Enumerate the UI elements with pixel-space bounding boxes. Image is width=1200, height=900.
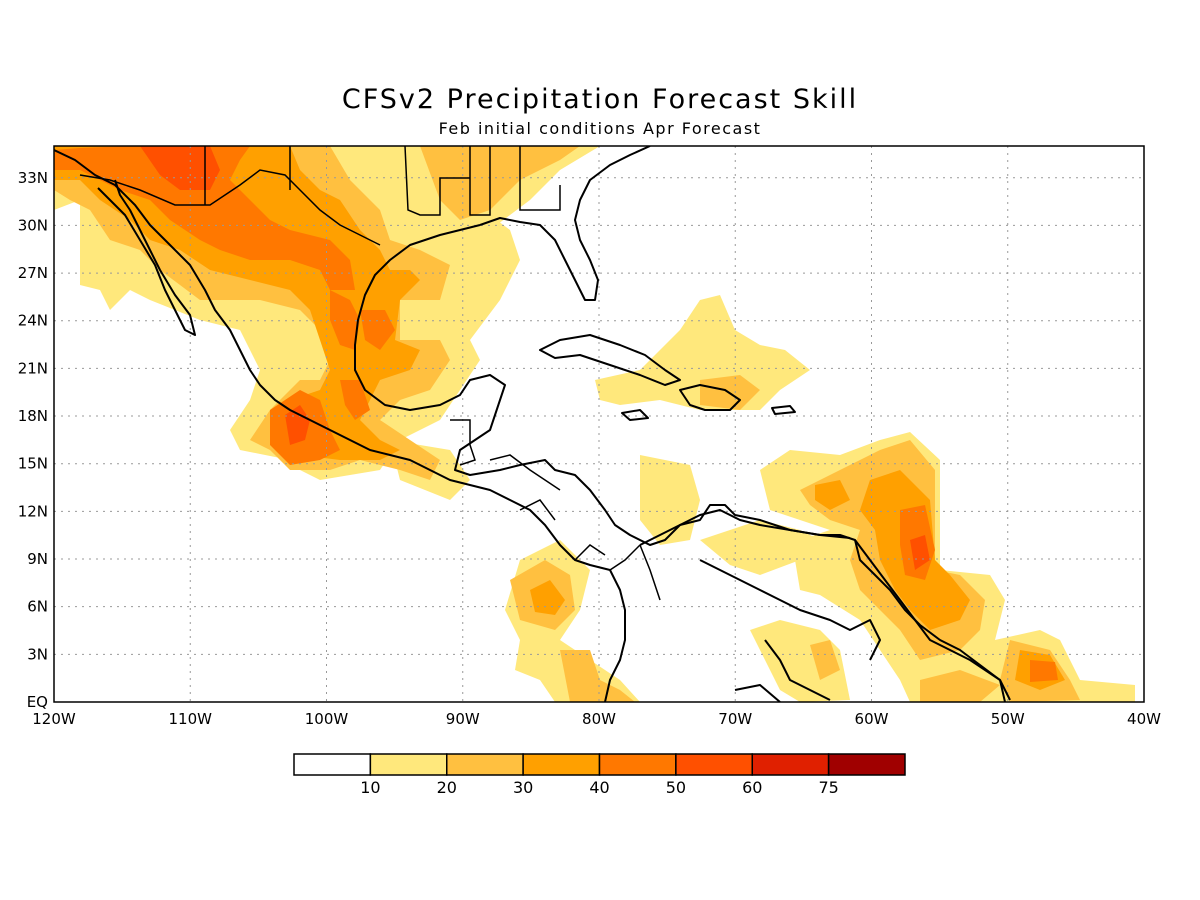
latitude-label: 12N — [18, 502, 48, 520]
latitude-label: 9N — [27, 550, 48, 568]
latitude-label: 33N — [18, 169, 48, 187]
legend-swatch — [675, 753, 753, 776]
legend-label: 40 — [589, 778, 609, 797]
latitude-label: 30N — [18, 216, 48, 234]
longitude-label: 90W — [446, 710, 480, 728]
political-borders — [79, 146, 661, 601]
latitude-label: EQ — [27, 693, 48, 711]
legend-label: 75 — [818, 778, 838, 797]
legend-swatch — [369, 753, 448, 776]
latitude-label: 6N — [27, 598, 48, 616]
latitude-label: 27N — [18, 264, 48, 282]
longitude-label: 120W — [32, 710, 76, 728]
longitude-label: 40W — [1127, 710, 1161, 728]
latitude-label: 18N — [18, 407, 48, 425]
longitude-label: 80W — [582, 710, 616, 728]
legend-swatch — [293, 753, 372, 776]
longitude-label: 70W — [718, 710, 752, 728]
longitude-label: 110W — [169, 710, 213, 728]
longitude-label: 50W — [991, 710, 1025, 728]
latitude-label: 3N — [27, 645, 48, 663]
legend-label: 30 — [513, 778, 533, 797]
legend-label: 50 — [666, 778, 686, 797]
legend-label: 10 — [360, 778, 380, 797]
longitude-label: 60W — [855, 710, 889, 728]
skill-shading — [54, 146, 1135, 702]
legend-swatch — [751, 753, 830, 776]
latitude-label: 15N — [18, 455, 48, 473]
latitude-label: 21N — [18, 359, 48, 377]
graticule — [54, 146, 1144, 702]
legend-swatch — [827, 753, 906, 776]
coastlines — [54, 146, 1011, 702]
chart-title: CFSv2 Precipitation Forecast Skill — [341, 84, 859, 115]
legend-label: 60 — [742, 778, 762, 797]
color-legend: 10 20 30 40 50 60 75 — [293, 753, 906, 797]
legend-swatch — [446, 753, 524, 776]
latitude-label: 24N — [18, 312, 48, 330]
longitude-labels: 120W 110W 100W 90W 80W 70W 60W 50W 40W — [32, 710, 1161, 728]
legend-swatch — [522, 753, 601, 776]
chart-subtitle: Feb initial conditions Apr Forecast — [438, 119, 762, 138]
legend-swatch — [598, 753, 677, 776]
legend-label: 20 — [437, 778, 457, 797]
longitude-label: 100W — [305, 710, 349, 728]
latitude-labels: EQ 3N 6N 9N 12N 15N 18N 21N 24N 27N 30N 33N — [18, 169, 48, 711]
map-frame — [53, 145, 1145, 703]
